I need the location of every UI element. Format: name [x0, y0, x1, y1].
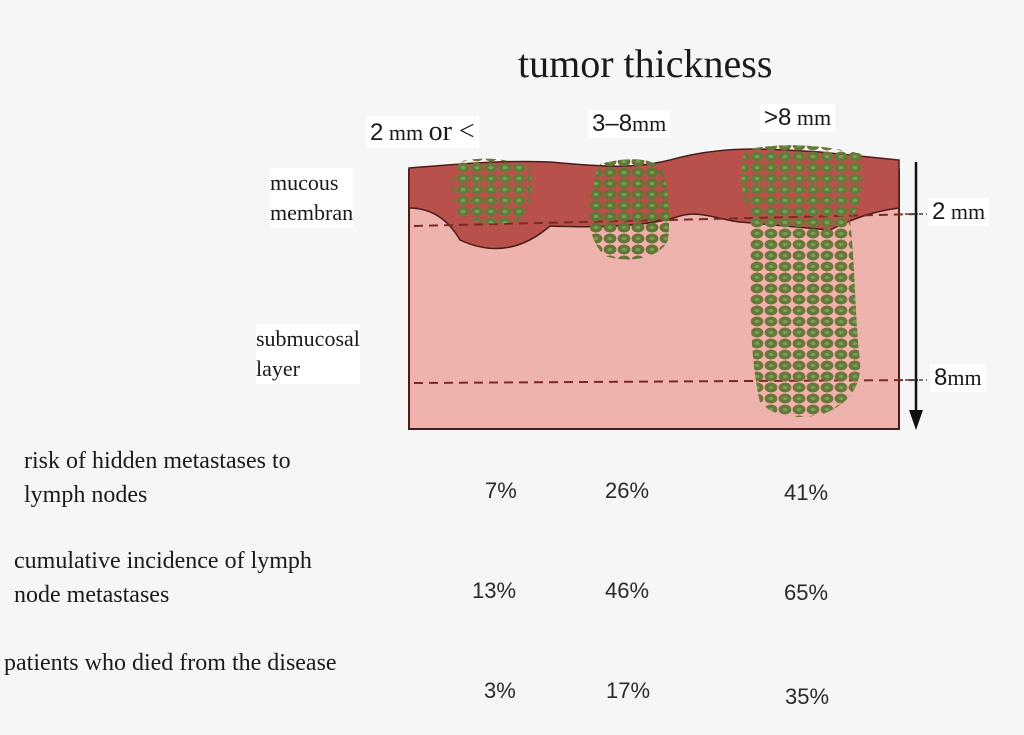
- row-label-died: patients who died from the disease: [4, 646, 337, 680]
- tissue-cross-section: [408, 145, 927, 430]
- depth-unit: mm: [947, 365, 982, 390]
- label-line: membran: [270, 200, 354, 225]
- tumor-thin: [452, 158, 532, 224]
- depth-arrow-icon: [909, 410, 923, 430]
- column-label-thick: >8 mm: [760, 104, 836, 132]
- label-line: node metastases: [14, 582, 170, 608]
- column-label-thin: 2 mm or <: [366, 116, 479, 148]
- value-cell: 17%: [606, 678, 651, 703]
- label-line: cumulative incidence of lymph: [14, 548, 312, 574]
- tumor-thick: [741, 145, 865, 418]
- column-unit: mm: [796, 105, 832, 130]
- diagram-title: tumor thickness: [518, 41, 773, 86]
- value-cell: 3%: [484, 678, 516, 703]
- row-label-cumulative-incidence: cumulative incidence of lymph node metas…: [14, 544, 312, 612]
- value-cell: 65%: [784, 580, 829, 605]
- label-line: layer: [256, 356, 300, 381]
- submucosal-layer-label: submucosal layer: [256, 324, 360, 384]
- depth-label-2mm: 2 mm: [928, 198, 990, 226]
- value-cell: 26%: [605, 478, 650, 503]
- depth-unit: mm: [950, 199, 986, 224]
- column-num: >8: [764, 104, 792, 131]
- column-num: 2: [370, 119, 384, 146]
- row-label-hidden-metastases: risk of hidden metastases to lymph nodes: [24, 444, 291, 512]
- column-label-medium: 3–8mm: [588, 110, 671, 138]
- depth-num: 8: [934, 364, 948, 391]
- column-unit: mm: [632, 111, 667, 136]
- column-unit: mm: [388, 120, 424, 145]
- label-line: submucosal: [256, 326, 360, 351]
- column-num: 3–8: [592, 110, 633, 137]
- mucous-membrane-label: mucous membran: [270, 168, 354, 228]
- value-cell: 41%: [784, 480, 829, 505]
- column-suffix: or <: [428, 116, 475, 147]
- value-cell: 7%: [485, 478, 517, 503]
- value-cell: 46%: [605, 578, 650, 603]
- depth-label-8mm: 8mm: [930, 364, 986, 392]
- label-line: mucous: [270, 170, 339, 195]
- label-line: lymph nodes: [24, 482, 148, 508]
- label-line: patients who died from the disease: [4, 650, 337, 676]
- tumor-medium: [588, 159, 670, 260]
- value-cell: 13%: [472, 578, 517, 603]
- label-line: risk of hidden metastases to: [24, 448, 291, 474]
- value-cell: 35%: [785, 684, 830, 709]
- depth-num: 2: [932, 198, 946, 225]
